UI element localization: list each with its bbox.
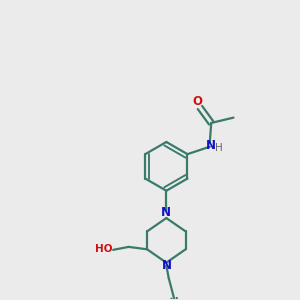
Text: O: O [193,95,202,108]
Text: N: N [162,259,172,272]
Text: N: N [206,139,216,152]
Text: HO: HO [95,244,113,254]
Text: N: N [161,206,171,219]
Text: H: H [215,143,223,153]
